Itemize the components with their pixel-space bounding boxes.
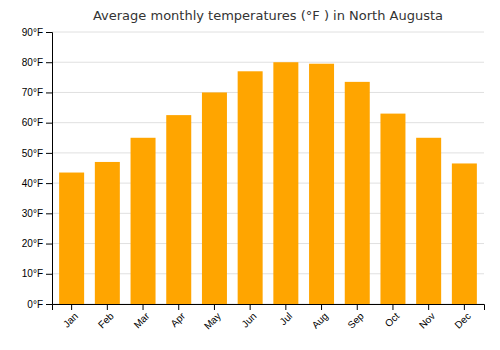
x-tick-mark: [107, 304, 108, 310]
y-tick-mark: [46, 153, 52, 154]
y-tick-mark: [46, 244, 52, 245]
grid-line: [52, 92, 484, 93]
y-tick-label: 10°F: [22, 268, 43, 279]
x-tick-mark: [321, 304, 322, 310]
x-tick: Jun: [239, 304, 258, 330]
x-tick-label: Dec: [452, 310, 472, 330]
x-tick: Dec: [452, 304, 472, 331]
x-tick-mark: [178, 304, 179, 310]
y-tick-label: 20°F: [22, 238, 43, 249]
chart: 0°F 10°F 20°F 30°F 40°F 50°F 60°F 70°F 80°F 90°F J…: [0, 0, 500, 350]
y-tick-mark: [46, 62, 52, 63]
x-tick-label: May: [202, 310, 223, 331]
grid-line: [52, 62, 484, 63]
y-tick-label: 30°F: [22, 208, 43, 219]
y-tick-label: 60°F: [22, 117, 43, 128]
y-tick-label: 50°F: [22, 148, 43, 159]
x-tick: Jul: [278, 304, 295, 327]
bar: [202, 92, 227, 304]
x-tick-mark: [357, 304, 358, 310]
y-tick: 30°F: [22, 208, 52, 219]
y-tick-mark: [46, 274, 52, 275]
grid: [52, 32, 484, 304]
y-tick-mark: [46, 92, 52, 93]
y-tick-label: 90°F: [22, 27, 43, 38]
bar: [452, 163, 477, 304]
x-tick: Jan: [61, 304, 80, 330]
y-tick: 40°F: [22, 178, 52, 189]
y-tick-mark: [46, 32, 52, 33]
grid-line: [52, 32, 484, 33]
x-tick-mark: [214, 304, 215, 310]
x-tick-label: Feb: [96, 310, 116, 330]
grid-line: [52, 122, 484, 123]
y-tick: 0°F: [27, 299, 52, 310]
x-tick-label: Jun: [239, 310, 258, 329]
y-axis: 0°F 10°F 20°F 30°F 40°F 50°F 60°F 70°F 80°F 90°F: [22, 27, 53, 310]
x-tick-mark: [71, 304, 72, 310]
y-tick-label: 70°F: [22, 87, 43, 98]
y-tick: 10°F: [22, 268, 52, 279]
x-tick-label: Nov: [417, 310, 437, 330]
x-tick: Mar: [132, 304, 152, 330]
y-tick-label: 40°F: [22, 178, 43, 189]
bar: [309, 64, 334, 304]
x-tick-label: Oct: [383, 310, 402, 329]
x-tick-label: Mar: [132, 310, 152, 330]
y-tick: 60°F: [22, 117, 52, 128]
x-tick-mark: [464, 304, 465, 310]
y-tick-label: 80°F: [22, 57, 43, 68]
y-tick: 70°F: [22, 87, 52, 98]
x-tick: May: [202, 304, 223, 332]
bar: [416, 138, 441, 304]
bar: [166, 115, 191, 304]
y-tick: 50°F: [22, 148, 52, 159]
x-tick-mark: [250, 304, 251, 310]
x-tick: Aug: [310, 304, 330, 331]
y-tick: 20°F: [22, 238, 52, 249]
y-tick-label: 0°F: [27, 299, 43, 310]
x-tick-label: Sep: [345, 310, 366, 331]
bar: [345, 82, 370, 304]
x-axis: Jan Feb Mar Apr May Jun Jul Aug Sep Oct Nov Dec: [53, 304, 485, 332]
y-tick-mark: [46, 123, 52, 124]
x-tick-mark: [392, 304, 393, 310]
y-tick: 90°F: [22, 27, 52, 38]
x-tick-mark: [285, 304, 286, 310]
y-tick-mark: [46, 304, 52, 305]
x-tick: Feb: [96, 304, 116, 330]
y-tick-mark: [46, 183, 52, 184]
bar: [238, 71, 263, 304]
x-tick-label: Aug: [310, 310, 330, 330]
bar: [273, 62, 298, 304]
x-tick: Oct: [383, 304, 402, 329]
plot: 0°F 10°F 20°F 30°F 40°F 50°F 60°F 70°F 80°F 90°F J…: [22, 27, 485, 332]
x-tick-label: Jul: [278, 310, 295, 327]
y-axis-line: [46, 33, 53, 305]
bar: [95, 162, 120, 304]
x-tick-label: Jan: [61, 310, 80, 329]
title: Average monthly temperatures (°F ) in No…: [93, 8, 443, 23]
x-tick: Sep: [345, 304, 366, 331]
bar: [59, 173, 84, 304]
bar: [380, 114, 405, 304]
x-tick-label: Apr: [168, 310, 187, 329]
bar: [131, 138, 156, 304]
x-axis-line: [53, 305, 485, 311]
x-tick: Nov: [417, 304, 437, 331]
x-tick-mark: [428, 304, 429, 310]
chart-container: 0°F 10°F 20°F 30°F 40°F 50°F 60°F 70°F 80°F 90°F J…: [0, 0, 500, 350]
y-tick-mark: [46, 213, 52, 214]
x-tick-mark: [143, 304, 144, 310]
x-tick: Apr: [168, 304, 187, 329]
bars: [59, 62, 477, 304]
y-tick: 80°F: [22, 57, 52, 68]
